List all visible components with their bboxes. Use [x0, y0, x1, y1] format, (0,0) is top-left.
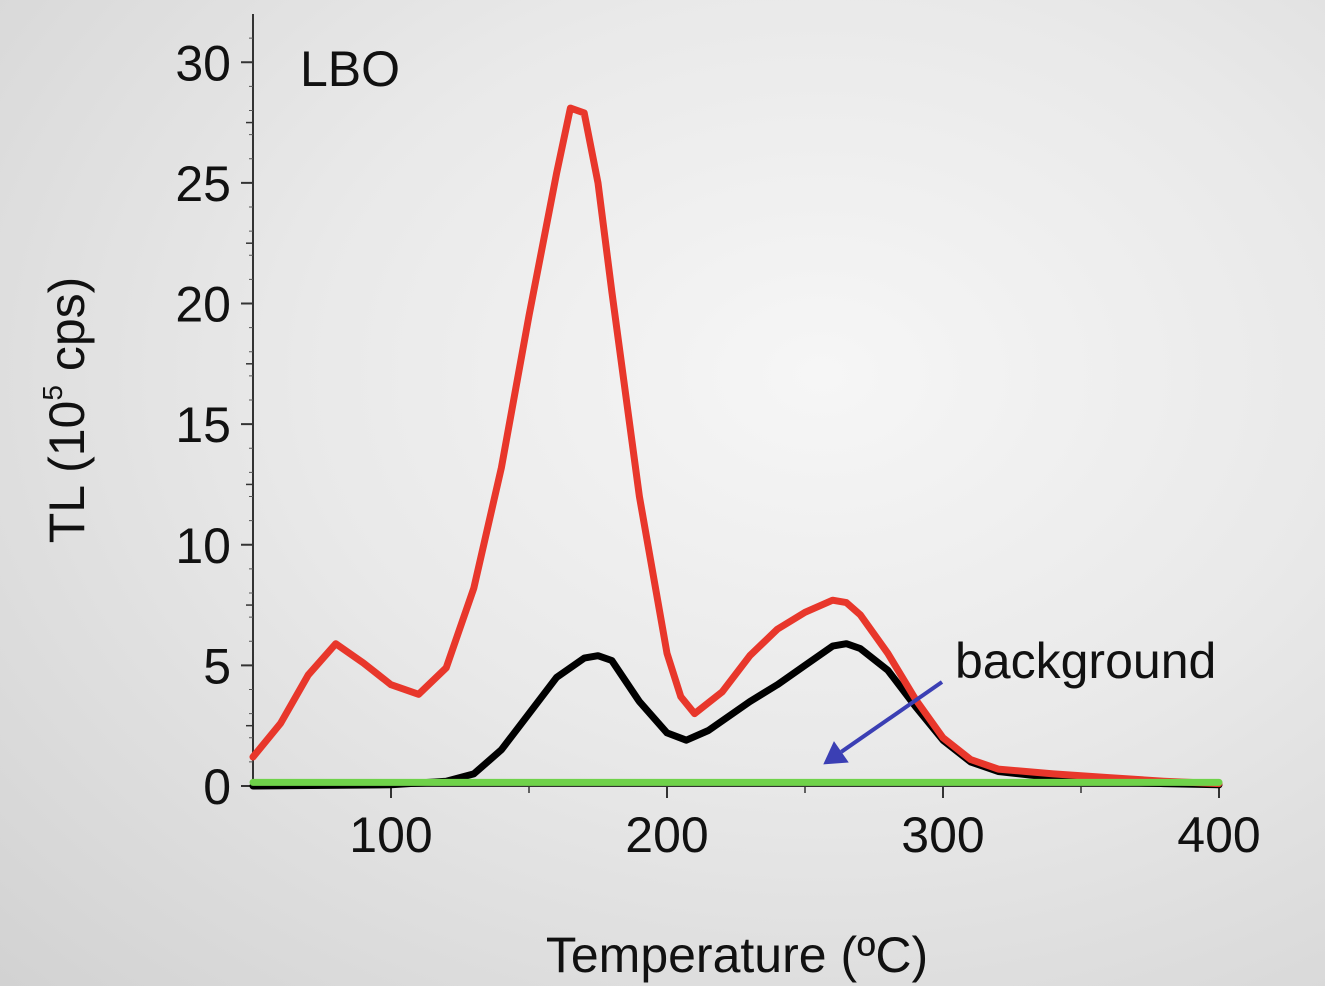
x-tick-label: 100	[349, 807, 432, 863]
series-line-1	[249, 104, 1223, 788]
y-tick-label: 0	[203, 759, 231, 815]
y-axis-title-superscript: 5	[37, 385, 68, 401]
x-axis-title: Temperature (ºC)	[546, 927, 928, 983]
background-arrow-head	[823, 741, 849, 765]
background-label: background	[955, 633, 1216, 689]
background-annotation: background	[823, 633, 1216, 765]
x-tick-label: 300	[901, 807, 984, 863]
background-arrow	[840, 680, 944, 754]
panel-label: LBO	[300, 41, 400, 97]
y-tick-label: 10	[175, 518, 231, 574]
x-tick-label: 200	[625, 807, 708, 863]
series-layer	[249, 104, 1223, 790]
y-tick-label: 15	[175, 397, 231, 453]
y-axis-title-suffix: cps)	[39, 277, 95, 385]
y-tick-label: 20	[175, 277, 231, 333]
y-tick-label: 5	[203, 638, 231, 694]
y-tick-label: 30	[175, 35, 231, 91]
x-tick-label: 400	[1177, 807, 1260, 863]
x-axis: 100 200 300 400	[253, 785, 1261, 863]
y-tick-label: 25	[175, 156, 231, 212]
y-axis: 0 5 10 15 20 25 30	[175, 14, 254, 815]
y-axis-title: TL (105 cps)	[37, 277, 95, 544]
y-axis-title-prefix: TL (10	[39, 401, 95, 544]
